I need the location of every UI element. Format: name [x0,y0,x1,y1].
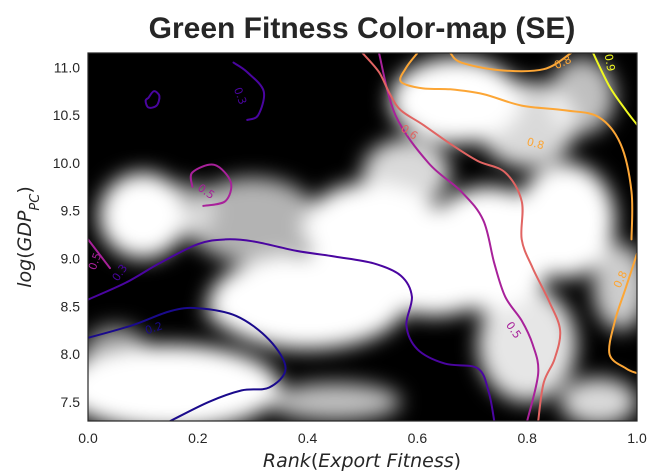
contour-layer [88,53,637,421]
density-blob [593,244,637,331]
density-blob [269,382,401,421]
plot-area: 0.20.30.30.50.50.50.60.80.80.80.9 [88,53,637,421]
y-tick-label: 11.0 [54,59,80,75]
y-tick-labels: 7.5 8.0 8.5 9.0 9.5 10.0 10.5 11.0 [53,59,80,410]
contour-line-0-5 [88,238,111,270]
density-blob [88,325,149,383]
contour-label: 0.3 [231,86,249,107]
density-blob [477,287,577,402]
contour-line-0-6 [361,53,562,421]
contour-label: 0.8 [525,135,545,152]
density-blob [186,177,319,264]
chart-title: Green Fitness Color-map (SE) [149,12,576,45]
x-tick-label: 0.8 [517,430,537,446]
x-tick-label: 0.0 [78,430,98,446]
y-tick-label: 8.0 [61,346,81,362]
x-tick-label: 0.6 [408,430,428,446]
contour-line-0-8 [608,252,637,375]
x-tick-label: 1.0 [627,430,647,446]
x-axis-label: Rank(Export Fitness) [263,450,461,472]
y-tick-label: 9.5 [61,203,81,219]
density-layer [88,57,637,421]
x-tick-label: 0.4 [298,430,318,446]
contour-label: 0.2 [144,319,165,337]
x-tick-labels: 0.0 0.2 0.4 0.6 0.8 1.0 [78,430,647,446]
y-tick-label: 10.5 [53,107,80,123]
density-blob [203,291,281,331]
density-blob [516,162,616,278]
y-tick-label: 7.5 [61,394,81,410]
y-tick-label: 8.5 [61,298,81,314]
y-tick-label: 10.0 [53,155,80,171]
density-blob [362,139,451,206]
contour-line-0-9 [592,53,637,126]
contour-line-0-2 [88,306,287,421]
density-blob [549,57,616,135]
contour-line-0-8 [449,53,573,73]
contour-line-0-3 [88,238,496,421]
y-axis-label: log(GDPPC) [14,186,43,288]
plot-frame [87,52,638,422]
contour-line-0-5 [189,163,233,207]
contour-line-0-5 [378,53,540,421]
x-tick-label: 0.2 [188,430,208,446]
contour-line-0-3 [232,61,266,121]
contour-line-0-8 [399,53,634,241]
y-tick-label: 9.0 [61,251,81,267]
contour-label: 0.9 [602,53,618,72]
density-blob [560,377,637,421]
contour-line-0-3 [144,90,161,109]
